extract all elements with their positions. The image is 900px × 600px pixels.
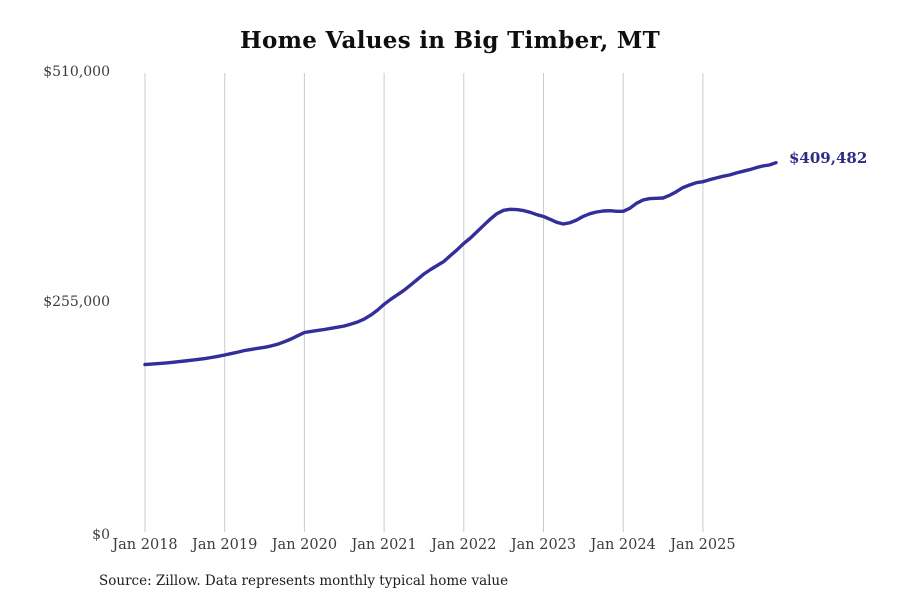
final-value-label: $409,482 [789,149,868,167]
gridlines [144,73,704,532]
y-axis-tick-255000: $255,000 [43,294,110,310]
x-axis-tick-label: Jan 2023 [510,537,577,553]
home-value-line [143,160,778,367]
x-axis-tick-label: Jan 2019 [192,537,258,553]
y-axis-tick-0: $0 [92,527,110,543]
x-axis-tick-label: Jan 2018 [112,537,178,553]
source-note: Source: Zillow. Data represents monthly … [99,573,509,589]
x-axis-tick-label: Jan 2021 [351,537,417,553]
y-axis-tick-510000: $510,000 [43,64,110,80]
x-axis-tick-label: Jan 2024 [590,537,656,553]
x-axis-tick-label: Jan 2025 [670,537,736,553]
x-axis-tick-label: Jan 2022 [431,537,497,553]
chart-title: Home Values in Big Timber, MT [239,27,661,54]
x-axis-tick-label: Jan 2020 [271,537,338,553]
